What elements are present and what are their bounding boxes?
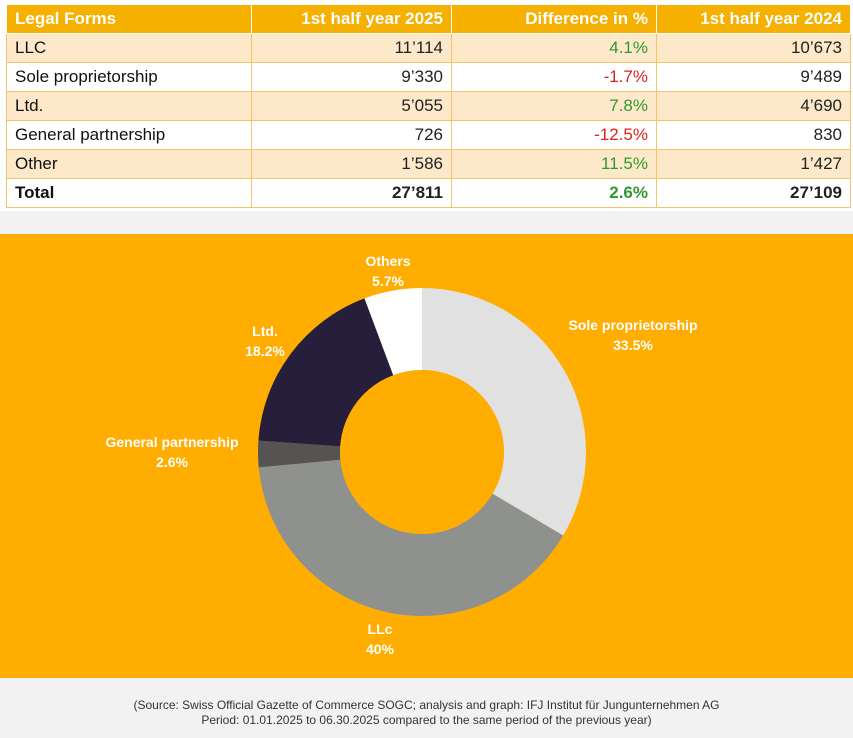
cell-diff: 7.8% (451, 91, 657, 121)
cell-diff: -1.7% (451, 62, 657, 92)
slice-name-label: Sole proprietorship (568, 317, 697, 333)
table-row: Sole proprietorship 9’330 -1.7% 9’489 (6, 62, 851, 92)
cell-form: LLC (6, 33, 252, 63)
table-row: Ltd. 5’055 7.8% 4’690 (6, 91, 851, 121)
slice-sole-proprietorship (422, 288, 586, 536)
header-h2025: 1st half year 2025 (251, 4, 452, 34)
source-note: (Source: Swiss Official Gazette of Comme… (0, 698, 853, 728)
table-row: Other 1’586 11.5% 1’427 (6, 149, 851, 179)
donut-chart: Sole proprietorship 33.5% LLc 40% General pa… (105, 253, 697, 657)
cell-diff: 11.5% (451, 149, 657, 179)
cell-h2024: 1’427 (656, 149, 851, 179)
legal-forms-table: Legal Forms 1st half year 2025 Differenc… (6, 4, 851, 208)
slice-name-label: LLc (368, 621, 393, 637)
header-h2024: 1st half year 2024 (656, 4, 851, 34)
legal-forms-table-panel: Legal Forms 1st half year 2025 Differenc… (0, 0, 853, 211)
cell-h2025: 27’811 (251, 178, 452, 208)
table-row: General partnership 726 -12.5% 830 (6, 120, 851, 150)
slice-value-label: 18.2% (245, 343, 285, 359)
cell-h2025: 726 (251, 120, 452, 150)
cell-h2025: 9’330 (251, 62, 452, 92)
slice-value-label: 33.5% (613, 337, 653, 353)
slice-others (364, 288, 422, 376)
slice-name-label: Others (365, 253, 410, 269)
slice-ltd- (258, 298, 394, 447)
slice-name-label: Ltd. (252, 323, 278, 339)
source-line-1: (Source: Swiss Official Gazette of Comme… (133, 698, 720, 712)
cell-form: Ltd. (6, 91, 252, 121)
cell-h2025: 5’055 (251, 91, 452, 121)
cell-h2024: 830 (656, 120, 851, 150)
cell-h2024: 10’673 (656, 33, 851, 63)
donut-chart-panel: Sole proprietorship 33.5% LLc 40% General pa… (0, 234, 853, 678)
table-row: LLC 11’114 4.1% 10’673 (6, 33, 851, 63)
slice-llc (258, 459, 564, 616)
cell-diff: -12.5% (451, 120, 657, 150)
table-row-total: Total 27’811 2.6% 27’109 (6, 178, 851, 208)
cell-form: Total (6, 178, 252, 208)
slice-value-label: 40% (366, 641, 395, 657)
slice-value-label: 5.7% (372, 273, 404, 289)
cell-h2025: 11’114 (251, 33, 452, 63)
slice-value-label: 2.6% (156, 454, 188, 470)
source-line-2: Period: 01.01.2025 to 06.30.2025 compare… (201, 713, 652, 727)
header-legal-forms: Legal Forms (6, 4, 252, 34)
cell-form: General partnership (6, 120, 252, 150)
table-header-row: Legal Forms 1st half year 2025 Differenc… (6, 4, 851, 34)
donut-hole (340, 370, 504, 534)
cell-form: Other (6, 149, 252, 179)
cell-h2024: 9’489 (656, 62, 851, 92)
cell-form: Sole proprietorship (6, 62, 252, 92)
slice-name-label: General partnership (105, 434, 238, 450)
cell-h2024: 4’690 (656, 91, 851, 121)
slice-general-partnership (258, 440, 341, 468)
cell-h2025: 1’586 (251, 149, 452, 179)
header-difference: Difference in % (451, 4, 657, 34)
cell-diff: 2.6% (451, 178, 657, 208)
cell-diff: 4.1% (451, 33, 657, 63)
cell-h2024: 27’109 (656, 178, 851, 208)
